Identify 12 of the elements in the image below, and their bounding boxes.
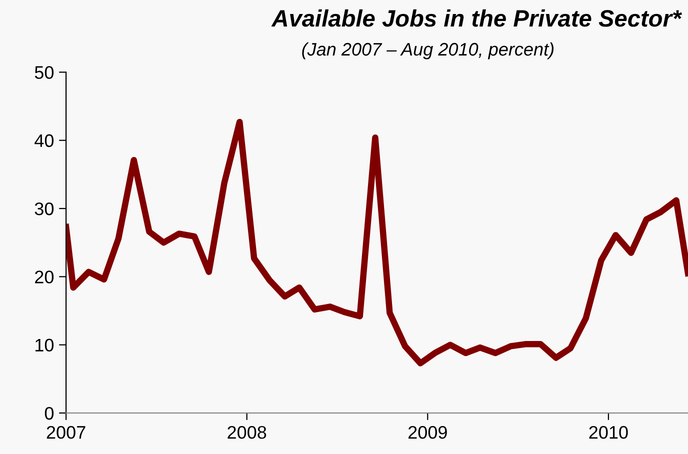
y-tick-label: 0 [44,406,54,420]
x-tick-label: 2007 [46,426,86,439]
y-tick-label: 50 [34,66,54,79]
chart-title: Available Jobs in the Private Sector* [271,9,682,27]
x-tick-label: 2010 [589,426,628,439]
chart-subtitle: (Jan 2007 – Aug 2010, percent) [302,42,554,60]
x-tick-label: 2009 [408,426,447,439]
y-tick-label: 20 [35,270,54,284]
x-tick-label: 2008 [228,426,266,439]
y-tick-label: 10 [36,338,54,352]
y-tick-label: 30 [34,202,54,216]
y-tick-label: 40 [34,134,54,148]
